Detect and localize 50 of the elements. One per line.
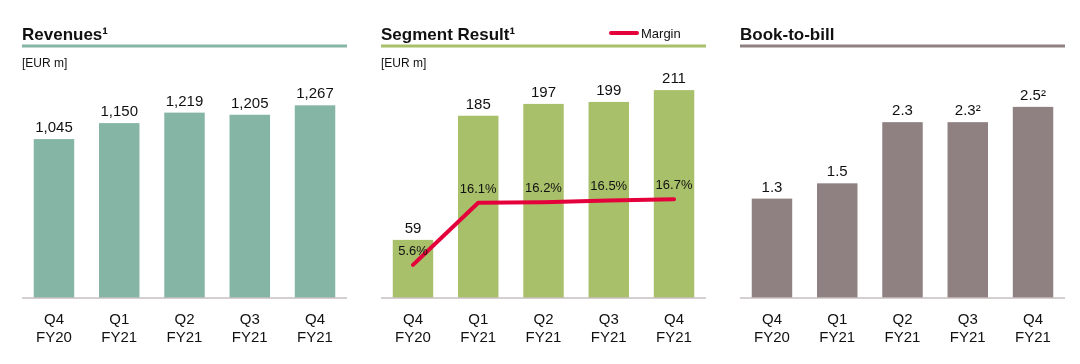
data-label: 199 [596,80,622,98]
x-tick-label: Q1 FY21 [819,310,856,345]
chart-title: Revenues¹ [22,25,109,44]
data-label: 5.6% [398,242,429,258]
bar [653,90,695,298]
x-tick-label: Q4 FY21 [297,310,333,345]
bar [588,101,629,298]
x-tick-label: Q4 FY20 [754,310,790,345]
data-label: 16.2% [525,180,563,196]
data-label: 1,205 [230,93,269,111]
x-tick-label: Q2 FY21 [166,310,203,345]
y-axis-title: [EUR m] [381,56,427,70]
data-label: 2.5² [1020,85,1046,103]
data-label: 1,150 [100,102,139,120]
x-tick-label: Q4 FY20 [36,310,72,345]
bar [751,198,793,298]
x-tick-label: Q2 FY21 [884,310,921,345]
bar [1012,106,1054,298]
data-label: 1,045 [35,118,73,136]
chart-title: Segment Result¹ [381,25,516,44]
data-label: 185 [465,94,491,112]
x-tick-label: Q3 FY21 [231,310,268,345]
x-tick-label: Q2 FY21 [525,310,562,345]
data-label: 16.7% [655,177,693,193]
data-label: 1.5 [826,162,848,180]
x-tick-label: Q1 FY21 [101,310,138,345]
data-label: 59 [404,218,422,236]
x-tick-label: Q4 FY21 [656,310,692,345]
data-label: 197 [530,82,557,100]
chart-title: Book-to-bill [740,25,835,44]
data-label: 16.5% [590,178,628,194]
data-label: 2.3² [954,101,981,119]
data-label: 1,219 [165,91,204,109]
bar [817,183,858,298]
x-tick-label: Q1 FY21 [460,310,497,345]
bar [523,103,564,298]
data-label: 1.3 [761,177,783,195]
bar [458,115,499,298]
legend-label: Margin [641,26,681,41]
data-label: 16.1% [459,180,498,196]
x-tick-label: Q3 FY21 [949,310,986,345]
bar [882,122,923,298]
bar [947,122,988,298]
x-tick-label: Q4 FY20 [395,310,431,345]
data-label: 1,267 [296,84,334,102]
x-tick-label: Q3 FY21 [590,310,627,345]
y-axis-title: [EUR m] [22,56,68,70]
data-label: 2.3 [892,101,913,119]
data-label: 211 [662,69,686,87]
x-tick-label: Q4 FY21 [1015,310,1051,345]
